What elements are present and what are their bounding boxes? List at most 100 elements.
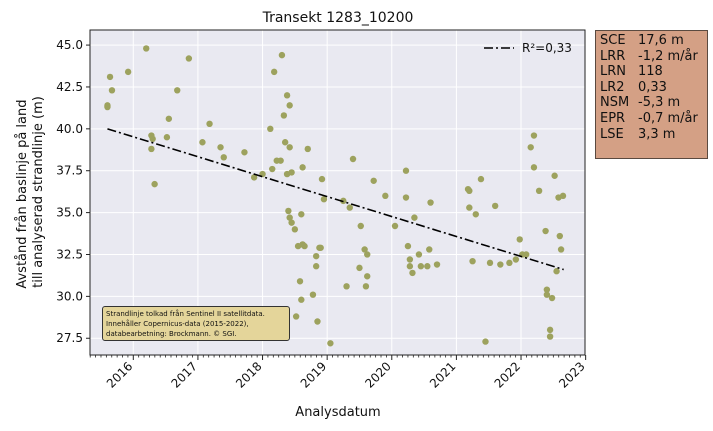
data-point	[357, 222, 364, 230]
stat-row: LR2 0,33	[600, 80, 703, 96]
stat-value: -0,7 m/år	[638, 110, 698, 126]
data-point	[312, 252, 320, 260]
data-point	[143, 45, 150, 52]
data-point	[364, 273, 371, 280]
data-point	[298, 211, 305, 218]
data-point	[466, 204, 473, 211]
data-point	[327, 340, 334, 347]
stat-key: LRR	[600, 48, 626, 64]
data-point	[349, 155, 357, 163]
data-point	[301, 242, 308, 250]
data-point	[382, 192, 389, 200]
data-point	[426, 246, 433, 253]
data-point	[174, 87, 181, 94]
data-point	[269, 165, 276, 173]
data-point	[406, 256, 414, 263]
y-axis-label-line-1: Avstånd från baslinje på land	[15, 99, 30, 288]
stat-row: EPR -0,7 m/år	[600, 111, 703, 127]
data-point	[472, 211, 479, 218]
data-point	[409, 269, 416, 277]
data-points	[104, 45, 567, 347]
data-point	[318, 175, 326, 183]
x-tick-label: 2022	[492, 359, 523, 390]
chart-title: Transekt 1283_10200	[262, 10, 414, 26]
data-point	[548, 294, 556, 302]
stat-value: -5,3 m	[638, 95, 681, 111]
x-axis-label: Analysdatum	[295, 405, 380, 420]
stat-key: SCE	[600, 33, 626, 48]
data-point	[466, 187, 473, 195]
data-point	[217, 144, 224, 151]
y-tick-label: 42.5	[56, 80, 83, 94]
legend-label: R²=0,33	[522, 41, 572, 55]
statistics-box: SCE 17,6 m LRR -1,2 m/år LRN 118 LR2 0,33 NS…	[595, 30, 708, 159]
data-point	[304, 145, 311, 153]
x-tick-label: 2016	[104, 359, 135, 390]
data-point	[356, 264, 363, 272]
y-tick-label: 40.0	[56, 122, 83, 136]
data-point	[530, 132, 538, 139]
data-point	[543, 291, 551, 298]
data-point	[346, 204, 353, 211]
data-point	[283, 92, 291, 99]
data-point	[286, 102, 293, 109]
stat-row: SCE 17,6 m	[600, 33, 703, 49]
x-tick-label: 2021	[427, 359, 458, 390]
data-point	[469, 257, 476, 265]
data-point	[277, 157, 284, 164]
data-point	[411, 214, 418, 221]
data-point	[286, 214, 293, 221]
stat-key: LR2	[600, 79, 625, 95]
data-point	[542, 227, 549, 235]
data-point	[404, 242, 412, 250]
data-point	[553, 268, 560, 275]
data-point	[309, 291, 317, 298]
data-point	[151, 180, 158, 188]
data-point	[106, 73, 114, 81]
data-point	[285, 207, 292, 215]
data-point	[391, 222, 399, 230]
credit-line: databearbetning: Brockmann. © SGI.	[106, 330, 237, 338]
stat-value: 0,33	[638, 79, 667, 95]
data-point	[298, 296, 305, 303]
data-point	[250, 174, 258, 181]
data-point	[280, 112, 288, 119]
data-point	[312, 263, 320, 270]
x-tick-label: 2017	[169, 359, 200, 390]
data-point	[361, 246, 368, 253]
stat-row: NSM -5,3 m	[600, 95, 703, 111]
x-tick-label: 2023	[556, 359, 587, 390]
stat-value: -1,2 m/år	[638, 48, 698, 64]
stat-key: NSM	[600, 95, 630, 111]
data-point	[433, 261, 441, 268]
stat-row: LRN 118	[600, 64, 703, 80]
data-point	[491, 202, 499, 210]
data-point	[288, 169, 295, 176]
data-point	[362, 283, 370, 290]
data-point	[267, 125, 274, 133]
data-point	[477, 175, 485, 183]
data-point	[314, 318, 321, 325]
y-axis-label-line-2: till analyserad strandlinje (m)	[31, 96, 46, 288]
stat-key: EPR	[600, 110, 626, 126]
data-point	[281, 139, 289, 146]
data-point	[370, 177, 377, 184]
data-point	[206, 120, 213, 128]
data-point	[546, 326, 554, 334]
data-point	[482, 338, 489, 345]
data-point	[296, 278, 304, 285]
data-point	[551, 172, 558, 179]
data-point	[104, 102, 111, 109]
data-point	[486, 259, 494, 267]
data-point	[415, 251, 423, 258]
data-point	[557, 246, 565, 253]
stat-key: LSE	[600, 126, 624, 142]
data-point	[108, 87, 116, 94]
data-point	[288, 219, 295, 226]
data-point	[424, 263, 431, 270]
data-point	[149, 135, 156, 143]
stat-row: LRR -1,2 m/år	[600, 49, 703, 65]
data-point	[402, 194, 410, 201]
data-point	[286, 144, 293, 151]
